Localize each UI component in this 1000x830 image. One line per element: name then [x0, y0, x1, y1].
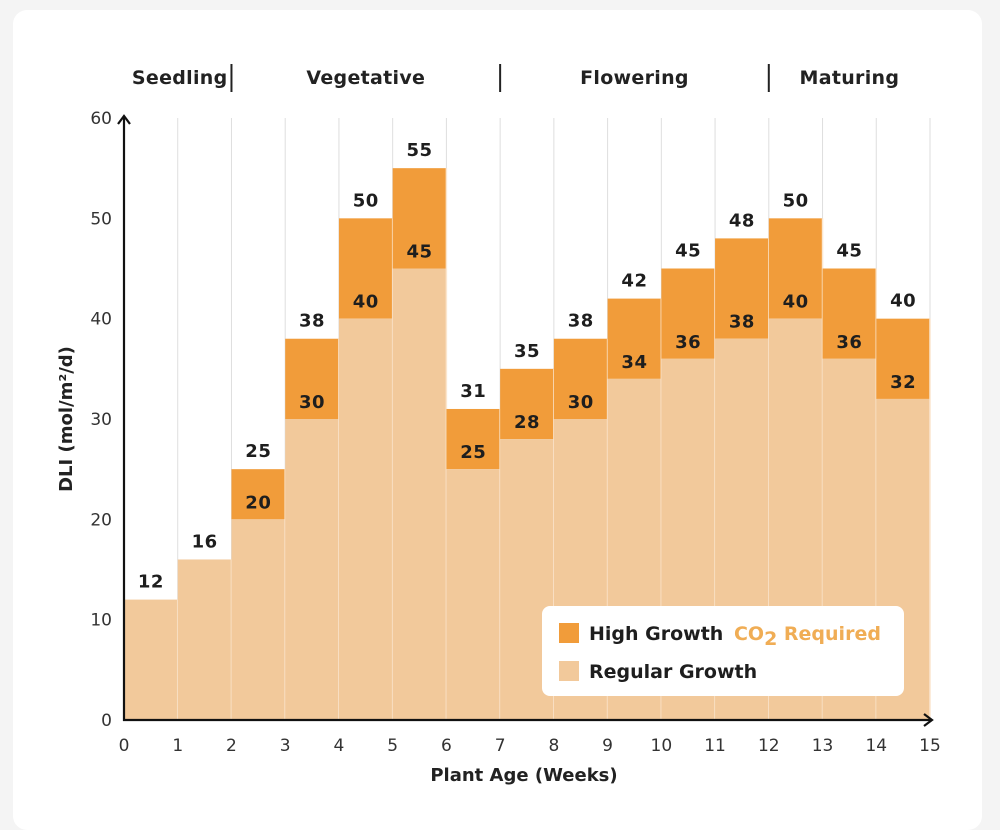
bar-high-growth: [553, 338, 608, 419]
bar-high-growth: [446, 408, 501, 470]
legend-box: [542, 606, 904, 696]
bar-regular-growth: [285, 419, 339, 720]
legend-swatch-high-growth: [559, 623, 579, 643]
value-label-regular: 28: [514, 412, 540, 433]
value-label-regular: 30: [568, 392, 594, 413]
bar-regular-growth: [231, 519, 286, 720]
y-tick-label: 40: [90, 310, 112, 330]
x-tick-label: 8: [548, 736, 559, 756]
bar-high-growth: [661, 268, 716, 359]
legend-label-regular-growth: Regular Growth: [589, 661, 757, 683]
y-tick-label: 50: [90, 209, 112, 229]
value-label-high: 38: [299, 311, 325, 332]
value-label-regular: 36: [836, 332, 862, 353]
bar-regular-growth: [446, 469, 501, 720]
x-tick-label: 1: [172, 736, 183, 756]
y-tick-label: 30: [90, 410, 112, 430]
value-label-high: 38: [568, 311, 594, 332]
value-label-regular: 16: [192, 531, 218, 552]
bar-high-growth: [715, 238, 769, 339]
x-tick-label: 4: [334, 736, 345, 756]
x-tick-label: 9: [602, 736, 613, 756]
value-label-regular: 40: [783, 292, 809, 313]
value-label-regular: 32: [890, 372, 916, 393]
bar-regular-growth: [177, 559, 232, 720]
value-label-high: 55: [407, 140, 433, 161]
y-tick-label: 60: [90, 109, 112, 129]
x-tick-label: 13: [812, 736, 834, 756]
value-label-regular: 40: [353, 292, 379, 313]
value-labels: 12 16 25 20 38 30 50 40 55 45 31 25 35 28 38 30 42 34 45 36…: [138, 140, 916, 592]
y-tick-label: 10: [90, 611, 112, 631]
x-tick-label: 11: [704, 736, 726, 756]
phase-label-vegetative: Vegetative: [306, 67, 425, 89]
bar-high-growth: [392, 168, 447, 269]
x-axis-arrow-icon: [923, 713, 934, 727]
phase-label-seedling: Seedling: [132, 67, 228, 89]
phase-label-flowering: Flowering: [580, 67, 689, 89]
legend-swatch-regular-growth: [559, 661, 579, 681]
x-tick-label: 2: [226, 736, 237, 756]
x-tick-label: 12: [758, 736, 780, 756]
dli-chart: 1216252038305040554531253528383042344536…: [56, 64, 941, 786]
x-tick-label: 7: [495, 736, 506, 756]
bar-high-growth: [768, 218, 823, 319]
x-tick-label: 6: [441, 736, 452, 756]
bar-regular-growth: [392, 268, 447, 720]
bar-regular-growth: [124, 599, 178, 720]
value-label-high: 25: [245, 441, 271, 462]
x-tick-label: 0: [119, 736, 130, 756]
value-label-regular: 12: [138, 572, 164, 593]
value-label-regular: 25: [460, 442, 486, 463]
x-tick-label: 5: [387, 736, 398, 756]
y-axis-arrow-icon: [117, 114, 131, 125]
value-label-high: 50: [783, 190, 809, 211]
legend: High Growth CO2 Required Regular Growth: [542, 606, 904, 696]
value-label-regular: 34: [621, 352, 647, 373]
bar-high-growth: [500, 368, 554, 440]
bar-high-growth: [231, 469, 286, 520]
y-tick-label: 0: [101, 711, 112, 731]
bar-high-growth: [607, 298, 662, 379]
value-label-regular: 45: [407, 242, 433, 263]
value-label-high: 45: [836, 241, 862, 262]
bar-regular-growth: [338, 318, 393, 720]
value-label-regular: 36: [675, 332, 701, 353]
y-tick-label: 20: [90, 510, 112, 530]
value-label-regular: 38: [729, 312, 755, 333]
value-label-high: 45: [675, 241, 701, 262]
value-label-high: 40: [890, 291, 916, 312]
y-axis-title: DLI (mol/m²/d): [56, 346, 77, 492]
x-tick-label: 10: [651, 736, 673, 756]
value-label-high: 42: [621, 271, 647, 292]
value-label-regular: 20: [245, 492, 271, 513]
legend-label-high-growth: High Growth CO2 Required: [589, 623, 881, 650]
phase-header: Seedling Vegetative Flowering Maturing: [132, 64, 899, 92]
bar-high-growth: [876, 318, 930, 399]
bar-high-growth: [822, 268, 877, 359]
bar-high-growth: [285, 338, 339, 419]
value-label-high: 50: [353, 190, 379, 211]
value-label-high: 48: [729, 210, 755, 231]
value-label-high: 31: [460, 381, 486, 402]
x-axis-title: Plant Age (Weeks): [430, 765, 617, 786]
phase-label-maturing: Maturing: [800, 67, 900, 89]
value-label-regular: 30: [299, 392, 325, 413]
value-label-high: 35: [514, 341, 540, 362]
bar-high-growth: [338, 218, 393, 319]
x-tick-label: 3: [280, 736, 291, 756]
x-tick-label: 15: [919, 736, 941, 756]
x-tick-label: 14: [865, 736, 887, 756]
